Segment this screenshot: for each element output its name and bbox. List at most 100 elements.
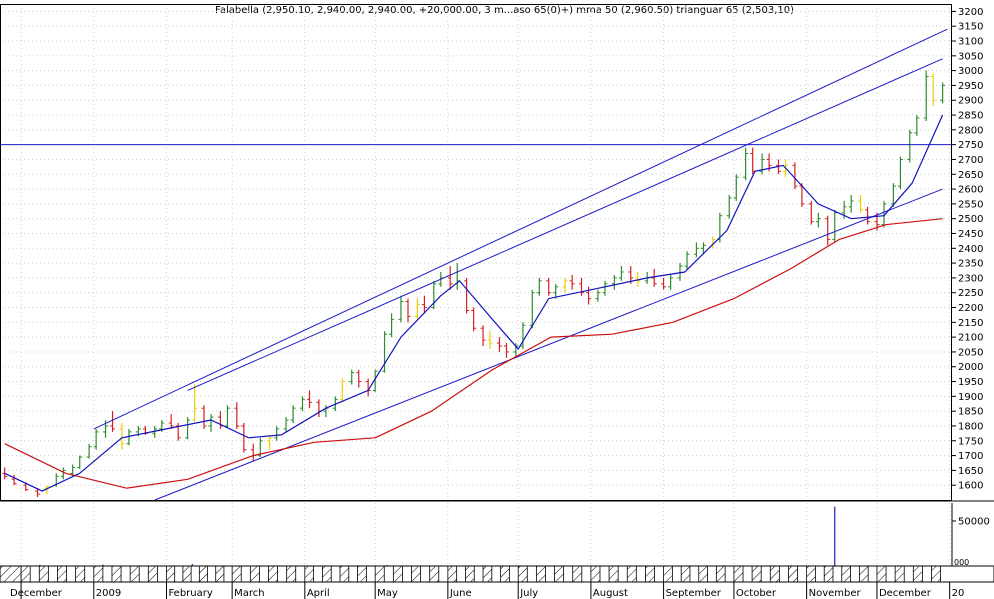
ohlc-bar <box>940 82 946 104</box>
calendar-week-block <box>38 565 49 583</box>
calendar-week-block <box>931 565 941 583</box>
month-label: March <box>234 588 264 599</box>
calendar-week-block <box>411 565 422 583</box>
calendar-week-block <box>286 565 297 583</box>
calendar-week-block <box>894 565 905 583</box>
month-axis: December 2009 February March April May June Jul… <box>0 565 994 599</box>
trend-channel-line <box>187 58 943 391</box>
calendar-week-block <box>715 565 726 583</box>
ohlc-bar <box>349 369 355 385</box>
calendar-week-block <box>806 565 816 583</box>
calendar-week-block <box>198 565 208 583</box>
price-tick-label: 2050 <box>958 347 983 358</box>
calendar-week-block <box>304 565 315 583</box>
price-tick-label: 2400 <box>958 244 983 255</box>
ohlc-bar <box>431 280 437 310</box>
calendar-week-block <box>517 565 528 583</box>
ohlc-bar <box>307 390 313 409</box>
ohlc-bar <box>848 194 854 213</box>
ohlc-bar <box>201 405 207 429</box>
calendar-week-block <box>322 565 332 583</box>
calendar-week-block <box>357 565 367 583</box>
ohlc-bar <box>808 200 814 225</box>
calendar-week-block <box>166 565 176 583</box>
ohlc-bar <box>356 369 362 388</box>
ohlc-bar <box>290 405 296 424</box>
ohlc-bar <box>152 425 158 438</box>
month-label: July <box>519 588 538 599</box>
ohlc-bar <box>60 467 66 480</box>
calendar-week-block <box>339 565 350 583</box>
calendar-week-block <box>129 565 140 583</box>
calendar-week-block <box>572 565 583 583</box>
calendar-week-block <box>698 565 708 583</box>
price-tick-label: 2450 <box>958 229 983 240</box>
ohlc-bar <box>562 277 568 293</box>
calendar-week-block <box>500 565 510 583</box>
price-tick-label: 2300 <box>958 273 983 284</box>
ohlc-bar <box>93 428 99 450</box>
ohlc-bar <box>447 266 453 290</box>
price-tick-label: 1900 <box>958 392 983 403</box>
ohlc-bar <box>110 411 116 432</box>
calendar-week-block <box>663 565 673 583</box>
ohlc-bar <box>496 337 502 352</box>
price-tick-label: 2800 <box>958 125 983 136</box>
month-label: August <box>593 588 628 599</box>
month-label: December <box>879 588 932 599</box>
ohlc-bar <box>372 369 378 392</box>
calendar-week-block <box>769 565 780 583</box>
ohlc-bar <box>618 266 624 281</box>
price-tick-label: 2000 <box>958 362 983 373</box>
slow-moving-average-line <box>4 218 943 489</box>
ohlc-bar <box>185 417 191 440</box>
volume-corner-label: 000 <box>954 558 969 567</box>
ohlc-bar <box>86 443 92 459</box>
ohlc-bar <box>283 417 289 432</box>
ohlc-bar <box>464 277 470 314</box>
ohlc-bar <box>421 295 427 314</box>
ohlc-bar <box>923 70 929 121</box>
ohlc-bar <box>267 434 273 450</box>
ohlc-bar <box>520 322 526 349</box>
ohlc-bar <box>684 251 690 270</box>
ohlc-bar <box>503 343 509 358</box>
price-tick-label: 2350 <box>958 259 983 270</box>
ohlc-bar <box>234 402 240 429</box>
calendar-week-block <box>465 565 475 583</box>
price-tick-label: 1850 <box>958 407 983 418</box>
calendar-week-block <box>590 565 601 583</box>
ohlc-bar <box>611 274 617 290</box>
month-label: 2009 <box>96 588 121 599</box>
price-tick-label: 1600 <box>958 481 983 492</box>
ohlc-bar <box>881 200 887 228</box>
calendar-week-block <box>111 565 122 583</box>
ohlc-bar <box>825 215 831 246</box>
fast-moving-average-line <box>4 114 944 492</box>
calendar-week-block <box>93 565 104 583</box>
ohlc-bar <box>536 277 542 296</box>
price-tick-label: 2700 <box>958 155 983 166</box>
price-tick-label: 3050 <box>958 51 983 62</box>
month-label: October <box>736 588 777 599</box>
trend-channel-line <box>93 28 948 430</box>
calendar-week-block <box>447 565 458 583</box>
ohlc-bar <box>733 174 739 201</box>
price-tick-label: 1800 <box>958 421 983 432</box>
month-label: December <box>10 588 63 599</box>
calendar-week-block <box>733 565 744 583</box>
ohlc-bar <box>77 455 83 469</box>
ohlc-bar <box>208 414 214 432</box>
ohlc-bar <box>480 325 486 347</box>
calendar-week-block <box>876 565 887 583</box>
ohlc-bar <box>389 313 395 338</box>
ohlc-bar <box>405 298 411 323</box>
price-tick-label: 1650 <box>958 466 983 477</box>
ohlc-bar <box>224 405 230 428</box>
ohlc-bar <box>35 488 41 498</box>
ohlc-bar <box>651 269 657 287</box>
calendar-week-block <box>626 565 637 583</box>
month-label: June <box>449 588 472 599</box>
price-tick-label: 1950 <box>958 377 983 388</box>
